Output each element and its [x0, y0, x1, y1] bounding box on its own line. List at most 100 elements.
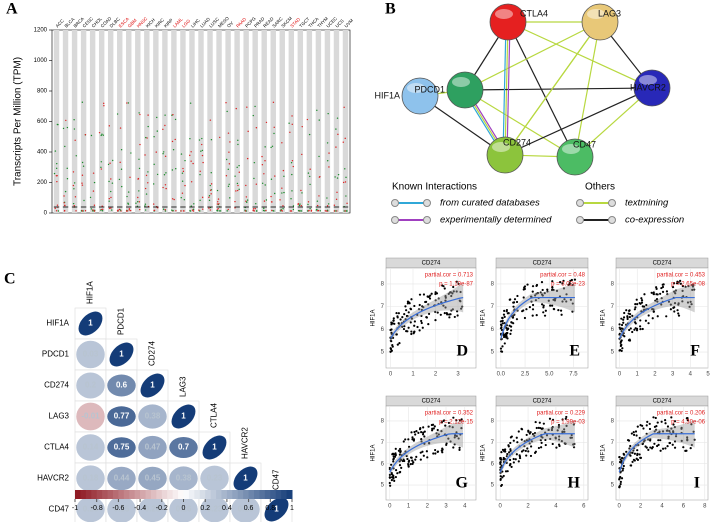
sample-point	[410, 330, 413, 333]
x-tick-label: 6	[682, 504, 686, 510]
sample-dot	[326, 142, 329, 144]
sample-dot	[261, 164, 264, 166]
sample-dot	[343, 210, 345, 212]
sample-dot	[153, 136, 155, 138]
sample-point	[673, 310, 676, 313]
sample-point	[390, 471, 393, 475]
sample-point	[453, 436, 456, 439]
sample-dot	[336, 210, 338, 212]
sample-point	[640, 297, 643, 300]
sample-dot	[226, 210, 228, 212]
y-tick-label: 7	[611, 440, 615, 446]
sample-dot	[172, 209, 174, 212]
sample-point	[547, 428, 550, 432]
sample-dot	[180, 210, 182, 212]
correlation-value: 0.45	[145, 474, 161, 483]
sample-point	[504, 332, 507, 336]
sample-point	[503, 321, 506, 325]
sample-point	[430, 292, 433, 295]
sample-dot	[283, 191, 285, 194]
sample-point	[420, 440, 423, 443]
y-tick-label: 5	[611, 483, 615, 489]
sample-point	[629, 444, 632, 448]
sample-point	[671, 285, 675, 289]
sample-dot	[63, 195, 65, 197]
sample-point	[406, 457, 409, 461]
sample-dot	[282, 205, 284, 207]
sample-dot	[319, 175, 321, 178]
colorbar-segment	[156, 490, 163, 499]
sample-dot	[335, 198, 338, 201]
sample-dot	[327, 160, 329, 162]
y-tick-label: 7	[491, 304, 495, 310]
sample-point	[430, 423, 433, 427]
x-tick-label: 2	[653, 372, 657, 378]
sample-point	[552, 298, 555, 301]
sample-point	[501, 316, 504, 319]
sample-dot	[202, 208, 204, 210]
sample-dot	[225, 175, 228, 177]
correlation-value: 0.15	[238, 505, 254, 514]
sample-point	[392, 474, 395, 477]
y-tick-label: 8	[491, 281, 495, 287]
colorbar-segment	[259, 490, 266, 499]
sample-point	[503, 309, 506, 312]
sample-point	[547, 299, 550, 302]
legend-title: Known Interactions	[392, 182, 477, 193]
correlation-ellipse	[169, 466, 198, 491]
panel-letter: D	[456, 343, 468, 360]
sample-point	[502, 474, 505, 478]
sample-dot	[171, 140, 174, 143]
legend-dot	[423, 216, 431, 224]
sample-dot	[316, 109, 318, 112]
sample-point	[447, 421, 451, 425]
sample-dot	[127, 191, 130, 193]
network-node	[446, 71, 484, 109]
sample-point	[618, 484, 621, 488]
legend-label: textmining	[625, 198, 669, 209]
sample-point	[499, 347, 503, 350]
colorbar-segment	[80, 490, 87, 499]
sample-dot	[229, 141, 231, 143]
sample-point	[420, 321, 423, 325]
correlation-label: partial.cor = 0.713	[425, 273, 474, 279]
category-band	[261, 30, 267, 213]
network-node	[581, 3, 619, 41]
sample-dot	[227, 168, 230, 171]
sample-point	[509, 462, 512, 466]
sample-point	[530, 300, 533, 303]
sample-dot	[127, 202, 129, 204]
sample-dot	[288, 122, 290, 124]
sample-dot	[112, 159, 114, 162]
sample-dot	[281, 210, 284, 212]
colorbar-segment	[75, 490, 81, 499]
sample-point	[509, 441, 512, 445]
correlation-ellipse	[233, 466, 258, 491]
sample-point	[627, 312, 630, 315]
sample-dot	[292, 205, 295, 207]
sample-dot	[282, 208, 284, 210]
sample-point	[398, 342, 401, 345]
sample-point	[423, 430, 426, 433]
correlation-ellipse	[76, 372, 105, 399]
sample-dot	[344, 137, 346, 140]
column-label: LAG3	[179, 376, 188, 397]
sample-point	[398, 453, 402, 456]
correlation-ellipse	[202, 435, 227, 460]
sample-point	[618, 456, 621, 459]
sample-point	[660, 303, 663, 306]
sample-point	[573, 278, 577, 281]
sample-point	[653, 430, 656, 433]
sample-point	[396, 343, 399, 346]
sample-dot	[147, 171, 149, 173]
sample-point	[641, 305, 644, 308]
y-tick-label: 800	[37, 89, 48, 95]
sample-point	[568, 281, 571, 285]
sample-point	[397, 312, 400, 315]
sample-point	[667, 437, 670, 440]
sample-point	[441, 451, 444, 454]
y-tick-label: 7	[491, 440, 495, 446]
sample-point	[436, 428, 439, 432]
sample-point	[510, 329, 513, 332]
sample-dot	[298, 204, 301, 207]
